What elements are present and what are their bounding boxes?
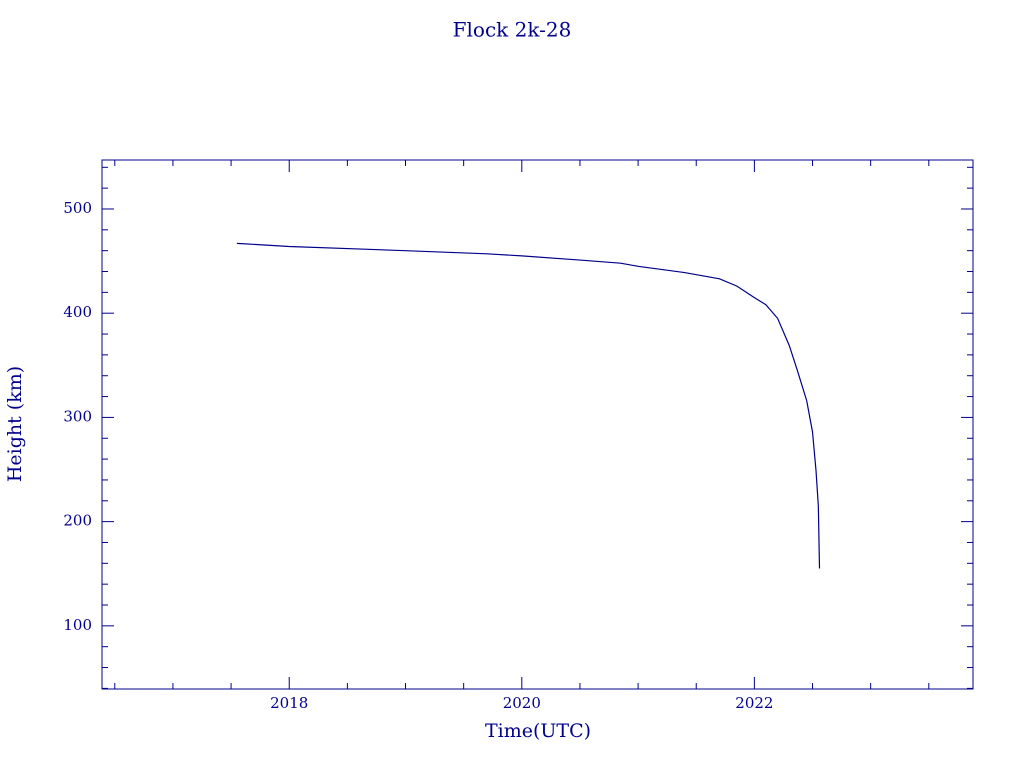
chart-title: Flock 2k-28 — [453, 18, 572, 42]
y-tick-label: 100 — [63, 616, 92, 634]
y-tick-label: 300 — [63, 407, 92, 425]
y-tick-label: 200 — [63, 512, 92, 530]
x-tick-label: 2020 — [503, 694, 541, 712]
y-axis-label: Height (km) — [4, 366, 26, 482]
plot-frame — [101, 159, 974, 690]
x-tick-label: 2018 — [270, 694, 308, 712]
x-tick-label: 2022 — [735, 694, 773, 712]
y-tick-label: 400 — [63, 303, 92, 321]
x-axis-label: Time(UTC) — [485, 720, 591, 742]
y-tick-label: 500 — [63, 199, 92, 217]
data-line — [236, 242, 821, 569]
